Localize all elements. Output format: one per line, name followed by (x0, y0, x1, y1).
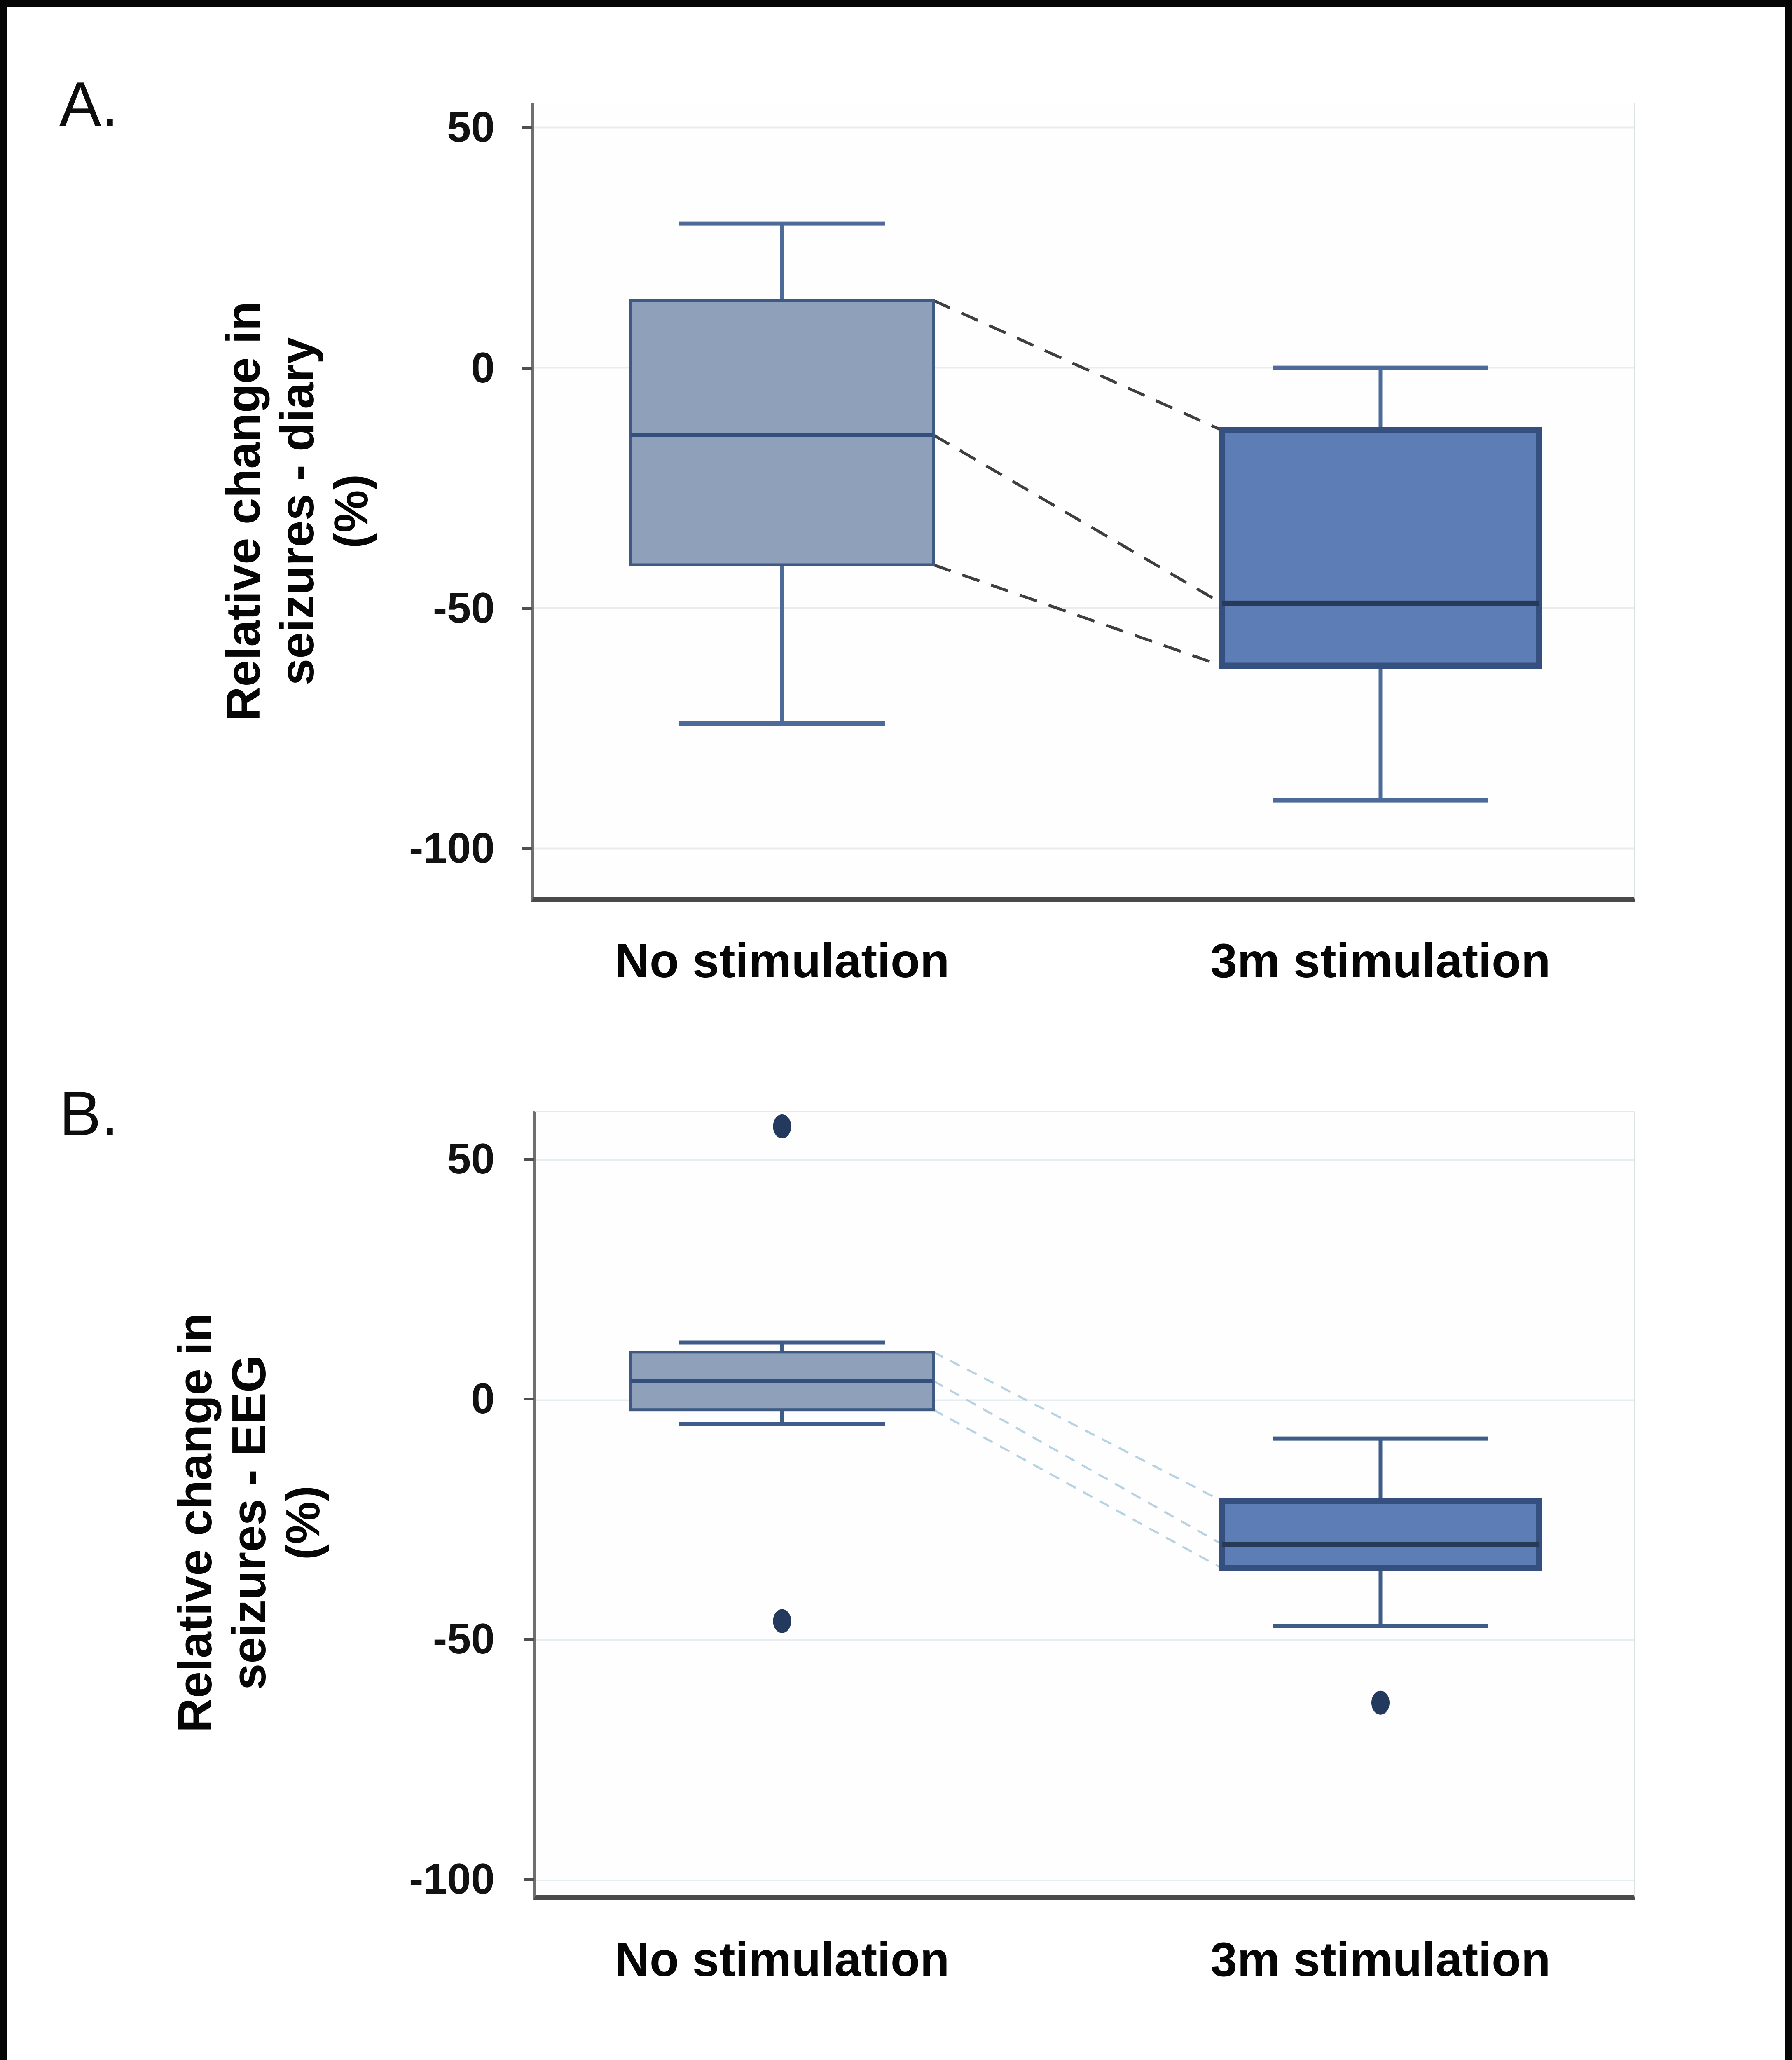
y-axis-title-line: seizures - diary (270, 337, 324, 686)
y-axis-title-line: Relative change in (216, 301, 270, 721)
y-tick-label-50: 50 (447, 103, 495, 152)
box-control-a (629, 299, 935, 566)
y-axis-title-line: seizures - EEG (222, 1355, 276, 1690)
y-tick-mark (522, 607, 532, 610)
y-axis-title-a: Relative change in seizures - diary (%) (182, 120, 412, 903)
connector-q3 (933, 299, 1223, 432)
y-tick-label-0: 0 (471, 344, 495, 392)
x-category-label-a-0: No stimulation (615, 934, 950, 988)
x-category-label-b-1: 3m stimulation (1210, 1932, 1551, 1986)
y-axis-title-line: (%) (276, 1485, 330, 1560)
plot-canvas-a (534, 126, 1634, 850)
x-category-label-b-0: No stimulation (615, 1932, 950, 1986)
y-tick-label-0: 0 (471, 1375, 495, 1423)
y-tick-label--50: -50 (433, 1615, 495, 1663)
box-treatment-a (1219, 427, 1542, 669)
y-tick-mark (524, 1638, 534, 1641)
connector-q1 (933, 563, 1223, 667)
connector-q3 (933, 1351, 1223, 1502)
plot-area-b (533, 1111, 1635, 1900)
y-axis-title-line: (%) (324, 474, 378, 549)
y-tick-label--100: -100 (409, 1855, 495, 1903)
box-treatment-b (1219, 1498, 1542, 1571)
y-tick-mark (522, 366, 532, 370)
y-tick-label-50: 50 (447, 1135, 495, 1183)
plot-area-a (531, 103, 1635, 902)
outlier-dot-treatment (1371, 1690, 1390, 1715)
y-tick-mark (524, 1878, 534, 1881)
y-tick-mark (524, 1157, 534, 1161)
connector-q1 (933, 1409, 1223, 1569)
outlier-dot-control (773, 1609, 791, 1633)
y-tick-label--100: -100 (409, 824, 495, 873)
y-axis-title-b: Relative change in seizures - EEG (%) (133, 1131, 364, 1914)
connector-median (933, 1380, 1223, 1545)
outlier-dot-control (773, 1114, 791, 1138)
x-category-label-a-1: 3m stimulation (1210, 934, 1551, 988)
y-axis-title-line: Relative change in (168, 1313, 222, 1733)
connector-median (933, 433, 1223, 605)
y-tick-mark (522, 126, 532, 129)
panel-label-a: A. (59, 69, 119, 139)
panel-label-b: B. (59, 1079, 119, 1149)
plot-canvas-b (536, 1114, 1634, 1882)
y-tick-mark (522, 847, 532, 850)
y-tick-mark (524, 1398, 534, 1401)
y-tick-label--50: -50 (433, 584, 495, 632)
